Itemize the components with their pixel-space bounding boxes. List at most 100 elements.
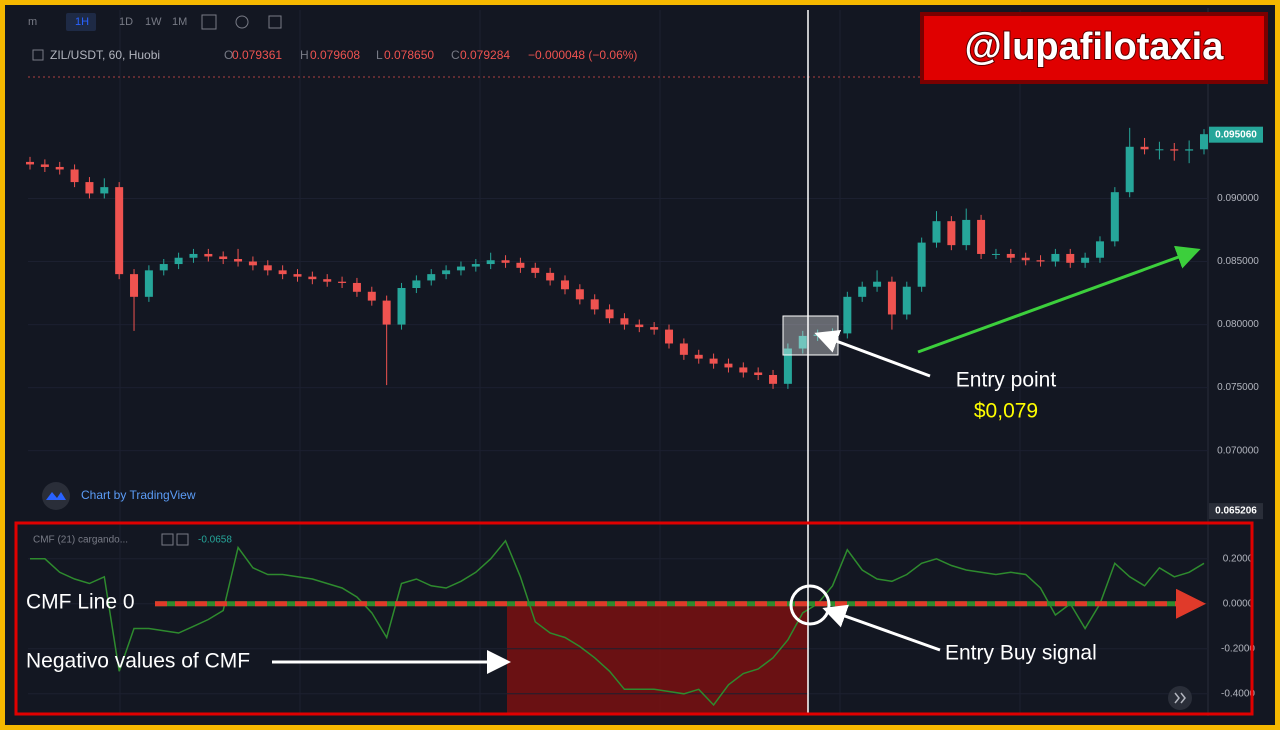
candle-body bbox=[679, 343, 688, 355]
candle-body bbox=[635, 324, 644, 328]
toolbar-item[interactable]: 1M bbox=[172, 16, 187, 28]
annotation-price: $0,079 bbox=[974, 400, 1038, 423]
icon[interactable] bbox=[235, 15, 249, 29]
candle-body bbox=[1051, 253, 1060, 262]
arrow bbox=[822, 604, 941, 652]
y-tick-label: 0.090000 bbox=[1217, 193, 1259, 204]
icon[interactable] bbox=[161, 533, 174, 546]
candle-body bbox=[605, 309, 614, 319]
collapse-icon[interactable] bbox=[32, 49, 44, 61]
candle-body bbox=[1110, 192, 1119, 242]
icon[interactable] bbox=[268, 15, 282, 29]
candle-body bbox=[263, 265, 272, 271]
candle-body bbox=[323, 279, 332, 282]
y-tick-label: 0.085000 bbox=[1217, 256, 1259, 267]
candle-body bbox=[219, 256, 228, 259]
candle-body bbox=[248, 261, 257, 266]
ohlc-key: O bbox=[224, 48, 233, 62]
price-marker-label: 0.065206 bbox=[1215, 506, 1257, 517]
negative-region bbox=[507, 605, 808, 714]
toolbar-item[interactable]: 1D bbox=[119, 16, 133, 28]
candle-body bbox=[739, 367, 748, 373]
candle-body bbox=[234, 259, 243, 262]
candle-body bbox=[442, 270, 451, 275]
candle-body bbox=[1081, 257, 1090, 263]
candle-body bbox=[843, 296, 852, 334]
candle-body bbox=[471, 264, 480, 267]
candle-body bbox=[546, 272, 555, 281]
candle-body bbox=[977, 219, 986, 254]
icon[interactable] bbox=[176, 533, 189, 546]
icon[interactable] bbox=[201, 14, 217, 30]
candle-body bbox=[85, 182, 94, 194]
trend-arrow bbox=[917, 245, 1201, 354]
candle-body bbox=[709, 358, 718, 364]
symbol[interactable]: ZIL/USDT, 60, Huobi bbox=[50, 48, 160, 62]
arrow bbox=[814, 330, 931, 378]
candle-body bbox=[159, 264, 168, 271]
candle-body bbox=[1200, 134, 1208, 150]
candle-body bbox=[590, 299, 599, 310]
candle-body bbox=[338, 281, 347, 283]
candle-body bbox=[40, 164, 49, 167]
toolbar-item[interactable]: 1W bbox=[145, 16, 162, 28]
candle-body bbox=[887, 281, 896, 315]
toolbar-active bbox=[66, 13, 96, 31]
candle-body bbox=[130, 274, 139, 297]
attribution[interactable]: Chart by TradingView bbox=[81, 488, 196, 502]
candle-body bbox=[858, 286, 867, 297]
candle-body bbox=[427, 274, 436, 281]
candle-body bbox=[26, 161, 34, 165]
candle-body bbox=[456, 266, 465, 271]
candle-body bbox=[293, 274, 302, 277]
candle-body bbox=[486, 260, 495, 265]
y-tick-label: 0.080000 bbox=[1217, 319, 1259, 330]
ohlc-value: 0.079284 bbox=[460, 48, 510, 62]
candle-body bbox=[1185, 149, 1194, 151]
scroll-icon bbox=[1174, 692, 1186, 704]
candle-body bbox=[382, 300, 391, 325]
candle-body bbox=[754, 372, 763, 375]
toolbar: m 1H 1D 1W 1M bbox=[28, 13, 282, 31]
cmf-title[interactable]: CMF (21) cargando... bbox=[33, 535, 128, 546]
watermark-box bbox=[920, 12, 1268, 84]
candle-body bbox=[917, 242, 926, 287]
candle-body bbox=[575, 289, 584, 300]
y-tick-label: -0.2000 bbox=[1221, 643, 1255, 654]
tv-logo bbox=[42, 482, 70, 510]
candle-body bbox=[1095, 241, 1104, 258]
candle-body bbox=[947, 221, 956, 246]
candle-body bbox=[189, 253, 198, 258]
candle-body bbox=[1155, 149, 1164, 151]
annotation: Entry point bbox=[956, 369, 1057, 392]
cmf-last-value: -0.0658 bbox=[198, 535, 232, 546]
toolbar-item[interactable]: m bbox=[28, 16, 37, 28]
candle-body bbox=[516, 262, 525, 268]
candle-body bbox=[278, 270, 287, 275]
price-marker-label: 0.095060 bbox=[1215, 129, 1257, 140]
y-tick-label: 0.0000 bbox=[1223, 598, 1254, 609]
candle-body bbox=[991, 253, 1000, 255]
cmf-pane: 0.2000 0.0000 -0.2000 -0.4000 bbox=[28, 539, 1255, 707]
annotation: CMF Line 0 bbox=[26, 591, 135, 614]
candle-body bbox=[665, 329, 674, 344]
legend: ZIL/USDT, 60, Huobi O 0.079361 H 0.07960… bbox=[32, 48, 637, 62]
annotation: Entry Buy signal bbox=[945, 642, 1097, 665]
candle-body bbox=[174, 257, 183, 265]
vertical-grid bbox=[119, 10, 1021, 714]
candle-body bbox=[620, 318, 629, 325]
candle-body bbox=[397, 288, 406, 325]
scroll-button[interactable] bbox=[1168, 686, 1192, 710]
candle-body bbox=[650, 327, 659, 330]
entry-box bbox=[782, 315, 839, 356]
toolbar-item[interactable]: 1H bbox=[75, 16, 89, 28]
candle-body bbox=[1125, 146, 1134, 193]
candle-body bbox=[783, 348, 792, 384]
candle-body bbox=[962, 219, 971, 246]
candle-body bbox=[1036, 260, 1045, 262]
candle-body bbox=[560, 280, 569, 290]
change: −0.000048 (−0.06%) bbox=[528, 48, 637, 62]
candle-body bbox=[932, 221, 941, 243]
ohlc-value: 0.078650 bbox=[384, 48, 434, 62]
